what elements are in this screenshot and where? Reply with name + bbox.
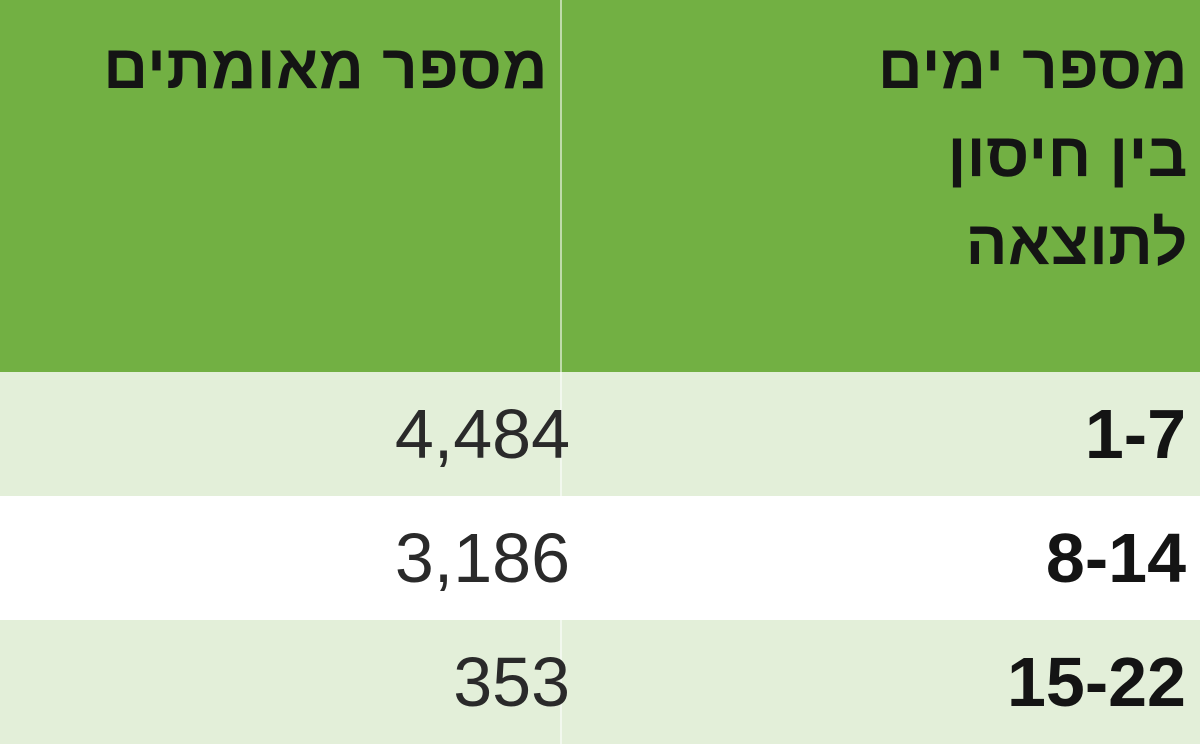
days-range-cell: 15-22: [560, 620, 1200, 744]
days-range-value: 1-7: [1084, 395, 1186, 473]
confirmed-count-value: 4,484: [394, 395, 570, 473]
confirmed-count-cell: 353: [0, 620, 570, 744]
table-row: 15-22 353: [0, 620, 1200, 744]
table-row: 8-14 3,186: [0, 496, 1200, 620]
confirmed-count-cell: 3,186: [0, 496, 570, 620]
table-header-row: מספר ימים בין חיסון לתוצאה מספר מאומתים: [0, 0, 1200, 372]
days-range-value: 15-22: [1006, 643, 1186, 721]
confirmed-count-value: 353: [453, 643, 570, 721]
days-range-cell: 8-14: [560, 496, 1200, 620]
header-days-line-2: בין חיסון: [947, 121, 1188, 190]
confirmed-count-value: 3,186: [394, 519, 570, 597]
header-count-line-1: מספר מאומתים: [103, 33, 548, 102]
days-range-value: 8-14: [1045, 519, 1186, 597]
days-range-cell: 1-7: [560, 372, 1200, 496]
confirmed-count-cell: 4,484: [0, 372, 570, 496]
header-days-cell: מספר ימים בין חיסון לתוצאה: [560, 0, 1200, 372]
header-days-line-1: מספר ימים: [877, 33, 1188, 102]
table-row: 1-7 4,484: [0, 372, 1200, 496]
header-count-cell: מספר מאומתים: [0, 0, 560, 372]
header-days-line-3: לתוצאה: [965, 209, 1188, 278]
